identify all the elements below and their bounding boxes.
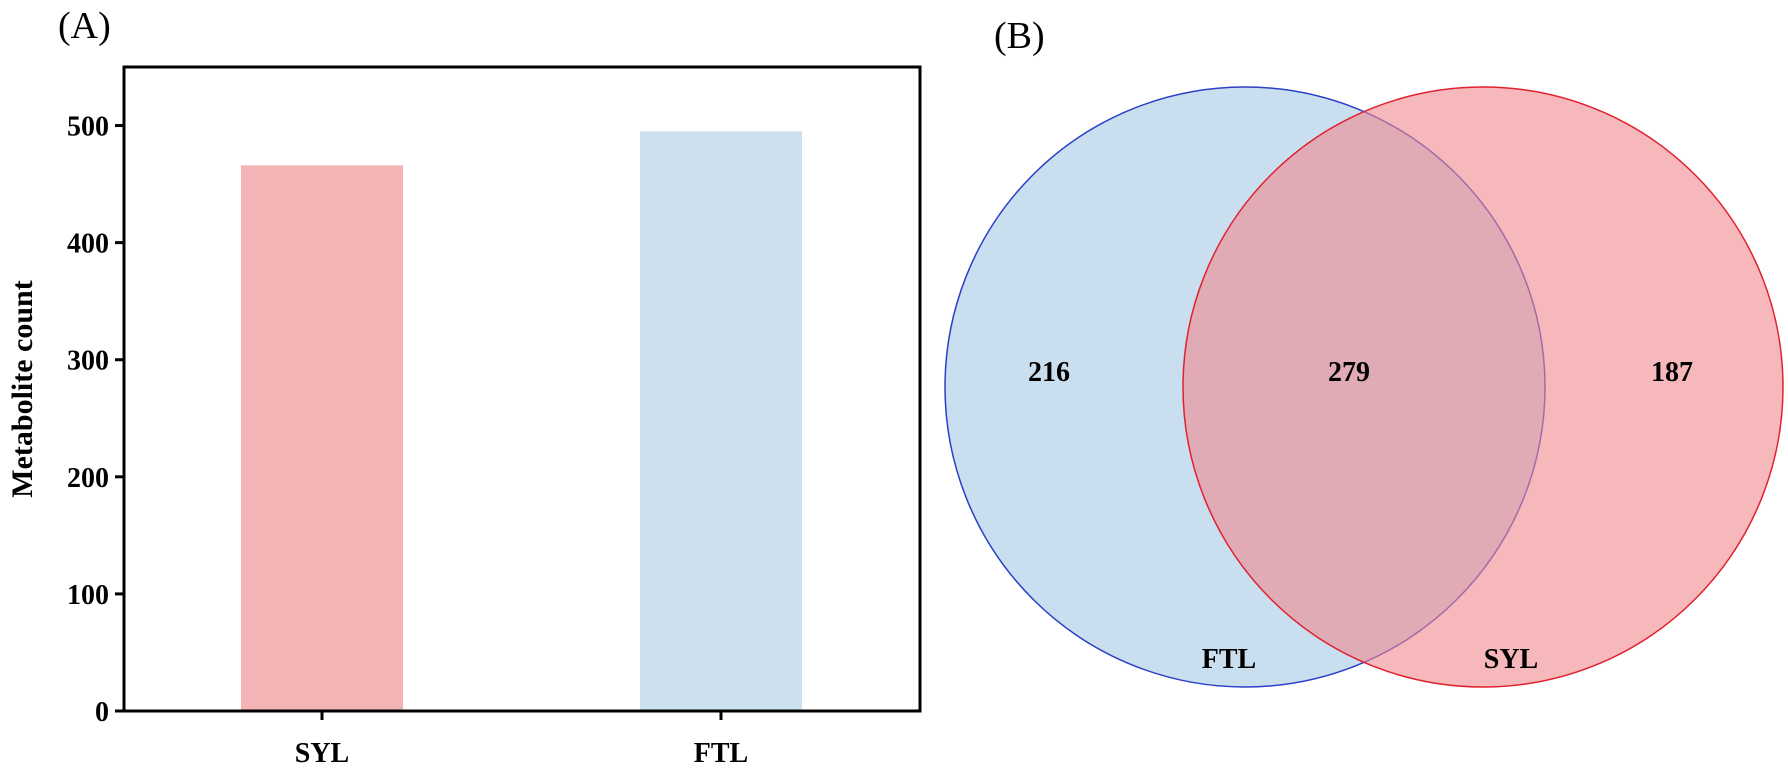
venn-count-ftl-only: 216 <box>1028 357 1070 388</box>
y-tick-label: 100 <box>67 580 109 611</box>
bar-syl <box>241 165 403 711</box>
x-axis-ticks: SYL FTL <box>295 711 748 768</box>
venn-count-syl-only: 187 <box>1651 357 1693 388</box>
plot-area-frame <box>122 65 922 713</box>
y-axis-title: Metabolite count <box>6 280 39 497</box>
y-tick-label: 0 <box>95 697 109 728</box>
bars-group <box>241 131 802 711</box>
venn-count-intersection: 279 <box>1328 357 1370 388</box>
y-axis-ticks: 0 100 200 300 400 500 <box>67 112 124 728</box>
y-tick-label: 500 <box>67 112 109 143</box>
y-tick-label: 300 <box>67 346 109 377</box>
panel-label-a: (A) <box>58 5 111 47</box>
venn-circle-syl <box>1182 86 1784 688</box>
venn-diagram-panel: (B) 216 279 187 FTL SYL <box>944 15 1784 688</box>
y-tick-label: 200 <box>67 463 109 494</box>
y-tick-label: 400 <box>67 229 109 260</box>
x-tick-label: FTL <box>694 738 748 768</box>
venn-set-label-ftl: FTL <box>1202 644 1256 675</box>
bar-ftl <box>640 131 802 711</box>
panel-label-b: (B) <box>994 15 1045 57</box>
bar-chart-panel: (A) 0 100 200 300 400 500 SYL FTL Metabolite c… <box>6 5 922 768</box>
venn-set-label-syl: SYL <box>1484 644 1538 675</box>
x-tick-label: SYL <box>295 738 349 768</box>
